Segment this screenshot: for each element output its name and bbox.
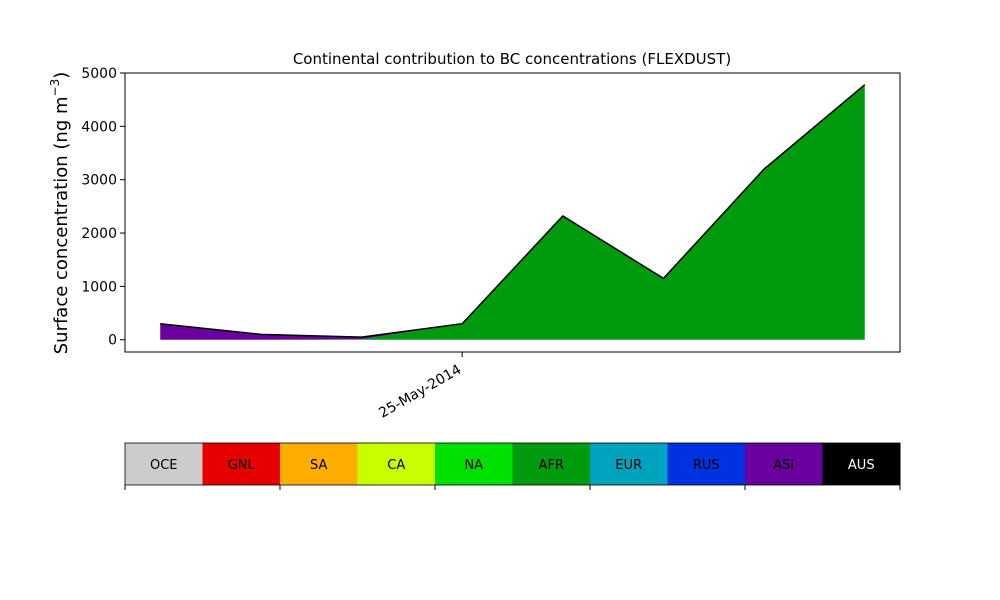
x-axis: 25-May-2014 — [376, 352, 464, 422]
area-series — [160, 84, 866, 340]
legend-swatch-aus — [822, 443, 901, 485]
legend-frame — [124, 442, 901, 486]
y-tick-label: 2000 — [81, 226, 117, 242]
region-colorbar-legend: OCE GNL SA CA NA AFR EUR RUS ASI AUS — [124, 442, 901, 490]
legend-label-na: NA — [464, 458, 483, 473]
legend-swatch-sa — [280, 443, 358, 485]
legend-label-ca: CA — [387, 458, 405, 473]
plot-area — [124, 72, 901, 353]
y-axis-label-exponent: −3 — [48, 79, 62, 97]
y-tick-label: 4000 — [81, 119, 117, 135]
legend-swatch-rus — [667, 443, 746, 485]
y-axis-label-main: Surface concentration (ng m — [51, 96, 72, 354]
legend-label-gnl: GNL — [228, 458, 256, 473]
legend-label-rus: RUS — [693, 458, 720, 473]
y-tick-label: 0 — [108, 333, 117, 349]
legend-swatch-asi — [745, 443, 823, 485]
legend-label-aus: AUS — [848, 458, 875, 473]
chart-title: Continental contribution to BC concentra… — [293, 50, 731, 68]
legend-label-afr: AFR — [539, 458, 564, 473]
area-afr — [160, 84, 865, 340]
y-tick-label: 3000 — [81, 173, 117, 189]
y-axis-label: Surface concentration (ng m−3) — [48, 72, 72, 355]
legend-swatch-afr — [512, 443, 591, 485]
legend-label-sa: SA — [310, 458, 327, 473]
legend-label-asi: ASI — [773, 458, 794, 473]
legend-swatch-gnl — [202, 443, 281, 485]
y-tick-label: 1000 — [81, 279, 117, 295]
legend-swatch-na — [435, 443, 513, 485]
total-line — [160, 84, 866, 338]
svg-text:Surface concentration (ng m−3): Surface concentration (ng m−3) — [48, 72, 72, 355]
legend-label-eur: EUR — [615, 458, 642, 473]
y-axis-label-close: ) — [51, 72, 72, 79]
x-tick-label: 25-May-2014 — [376, 362, 464, 422]
legend-swatch-oce — [125, 443, 203, 485]
y-axis: 0 1000 2000 3000 4000 5000 — [81, 66, 125, 349]
legend-label-oce: OCE — [150, 458, 178, 473]
y-tick-label: 5000 — [81, 66, 117, 82]
legend-swatch-eur — [590, 443, 668, 485]
legend-swatch-ca — [357, 443, 436, 485]
